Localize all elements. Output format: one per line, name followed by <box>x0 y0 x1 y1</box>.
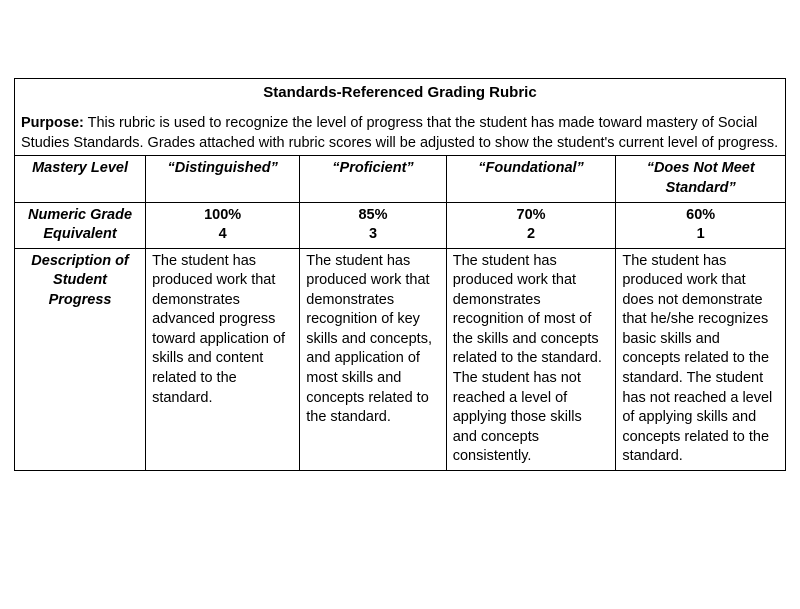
numeric-2: 70% 2 <box>446 202 616 248</box>
row-header-mastery: Mastery Level <box>15 156 146 202</box>
purpose-label: Purpose: <box>21 115 84 131</box>
row-header-numeric: Numeric Grade Equivalent <box>15 202 146 248</box>
purpose-body: This rubric is used to recognize the lev… <box>21 115 778 151</box>
grade-num-1: 3 <box>369 226 377 242</box>
description-1: The student has produced work that demon… <box>300 248 446 470</box>
purpose-row: Purpose: This rubric is used to recogniz… <box>15 111 786 156</box>
numeric-0: 100% 4 <box>146 202 300 248</box>
grade-pct-2: 70% <box>517 207 546 223</box>
level-name-1: “Proficient” <box>300 156 446 202</box>
grade-pct-1: 85% <box>358 207 387 223</box>
level-name-0: “Distinguished” <box>146 156 300 202</box>
grade-num-3: 1 <box>697 226 705 242</box>
grade-num-2: 2 <box>527 226 535 242</box>
description-2: The student has produced work that demon… <box>446 248 616 470</box>
grade-pct-3: 60% <box>686 207 715 223</box>
description-3: The student has produced work that does … <box>616 248 786 470</box>
grade-pct-0: 100% <box>204 207 241 223</box>
grade-num-0: 4 <box>219 226 227 242</box>
table-title: Standards-Referenced Grading Rubric <box>15 79 786 112</box>
level-name-2: “Foundational” <box>446 156 616 202</box>
level-name-3: “Does Not Meet Standard” <box>616 156 786 202</box>
rubric-table: Standards-Referenced Grading Rubric Purp… <box>14 78 786 471</box>
numeric-1: 85% 3 <box>300 202 446 248</box>
description-0: The student has produced work that demon… <box>146 248 300 470</box>
numeric-3: 60% 1 <box>616 202 786 248</box>
row-header-description: Description of Student Progress <box>15 248 146 470</box>
